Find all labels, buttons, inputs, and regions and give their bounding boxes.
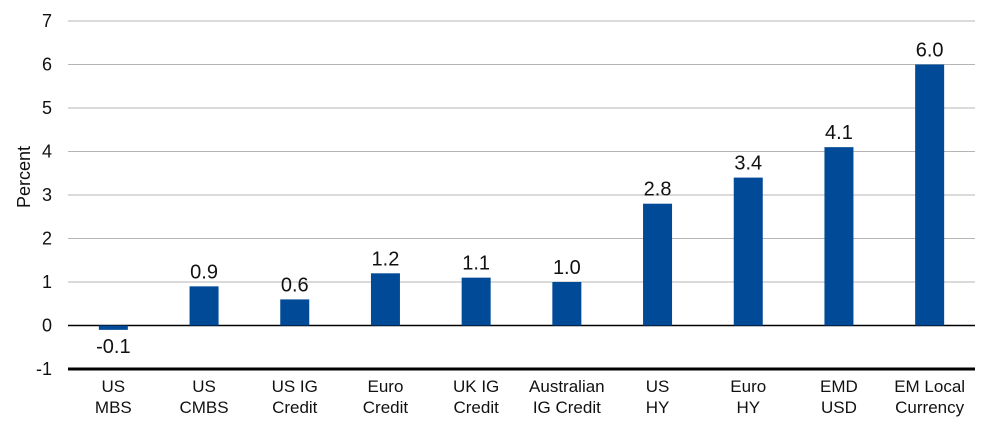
bar: [552, 282, 582, 326]
bar: [461, 277, 491, 326]
y-tick-label: 7: [42, 11, 52, 31]
category-label: US: [192, 377, 216, 396]
bar: [824, 147, 854, 326]
y-tick-label: 0: [42, 316, 52, 336]
value-labels: -0.1 0.9 0.6 1.2 1.1 1.0 2.8 3.4 4.1 6.0: [96, 40, 943, 358]
category-label: Australian: [529, 377, 605, 396]
category-label: HY: [736, 398, 760, 417]
category-labels: US MBS US CMBS US IG Credit Euro Credit UK IG Cre…: [95, 377, 965, 417]
category-label: Euro: [730, 377, 766, 396]
y-tick-label: 3: [42, 185, 52, 205]
category-label: US IG: [272, 377, 318, 396]
category-label: Credit: [363, 398, 409, 417]
value-label: 3.4: [734, 153, 762, 175]
category-label: EMD: [820, 377, 858, 396]
category-label: US: [102, 377, 126, 396]
value-label: 1.0: [553, 257, 581, 279]
y-tick-label: 4: [42, 142, 52, 162]
category-label: MBS: [95, 398, 132, 417]
category-label: EM Local: [894, 377, 965, 396]
y-tick-label: 6: [42, 55, 52, 75]
bar: [98, 325, 128, 330]
y-axis-ticks: -1 0 1 2 3 4 5 6 7: [36, 11, 52, 379]
category-label: Credit: [272, 398, 318, 417]
bars: [98, 64, 945, 330]
category-label: US: [646, 377, 670, 396]
y-tick-label: -1: [36, 359, 52, 379]
gridlines: [68, 20, 975, 371]
value-label: 0.6: [281, 274, 309, 296]
y-tick-label: 5: [42, 98, 52, 118]
category-label: Currency: [895, 398, 964, 417]
bar: [733, 177, 763, 326]
value-label: 1.1: [462, 253, 490, 275]
value-label: 0.9: [190, 261, 218, 283]
y-tick-label: 1: [42, 272, 52, 292]
category-label: Credit: [453, 398, 499, 417]
bar: [915, 64, 945, 326]
category-label: IG Credit: [533, 398, 601, 417]
category-label: UK IG: [453, 377, 499, 396]
value-label: 4.1: [825, 122, 853, 144]
bar: [643, 203, 673, 326]
category-label: Euro: [367, 377, 403, 396]
bar: [370, 273, 400, 326]
value-label: 6.0: [916, 40, 944, 62]
category-label: USD: [821, 398, 857, 417]
value-label: -0.1: [96, 336, 130, 358]
bar: [280, 299, 310, 326]
category-label: CMBS: [179, 398, 228, 417]
y-tick-label: 2: [42, 229, 52, 249]
value-label: 2.8: [644, 179, 672, 201]
value-label: 1.2: [372, 248, 400, 270]
category-label: HY: [646, 398, 670, 417]
bar: [189, 286, 219, 326]
y-axis-label: Percent: [14, 146, 34, 208]
